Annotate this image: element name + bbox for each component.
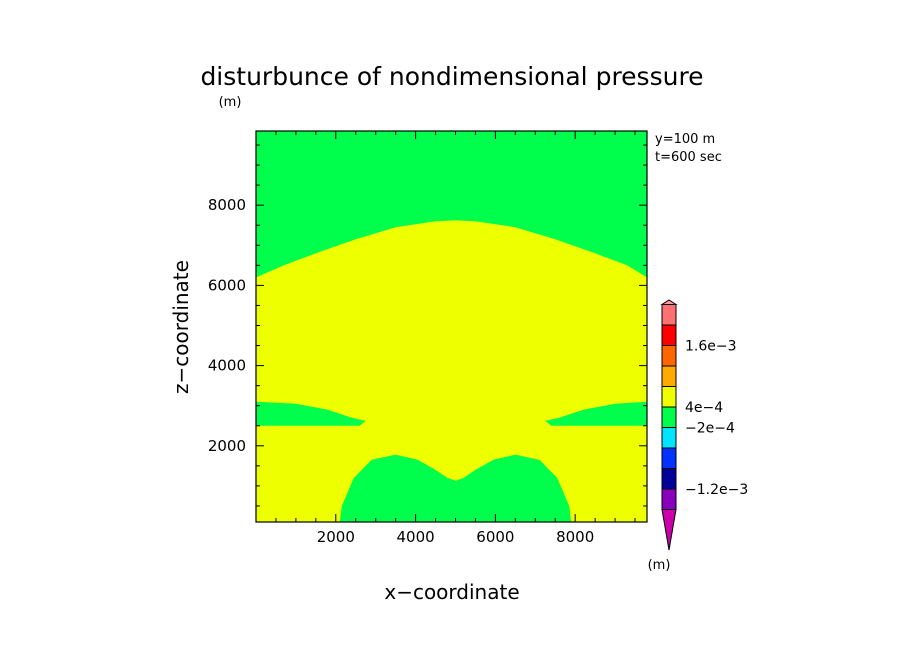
y-axis-title: z−coordinate xyxy=(169,260,193,394)
annotation-y-level: y=100 m xyxy=(655,132,715,147)
y-tick-label: 4000 xyxy=(208,357,246,375)
colorbar-arrow-high xyxy=(660,299,678,305)
colorbar-level xyxy=(661,488,677,510)
chart-title: disturbunce of nondimensional pressure xyxy=(200,62,703,91)
colorbar-level xyxy=(661,386,677,408)
colorbar-units-label: (m) xyxy=(648,558,671,573)
region-positive-core xyxy=(256,220,647,522)
colorbar-arrow-low xyxy=(661,509,677,551)
colorbar-tick-label: 4e−4 xyxy=(685,400,723,416)
title-units-label: (m) xyxy=(219,95,242,110)
colorbar-level xyxy=(661,406,677,428)
colorbar-level xyxy=(661,304,677,326)
x-axis-title: x−coordinate xyxy=(384,580,519,604)
annotation-time: t=600 sec xyxy=(655,150,722,165)
y-tick-label: 8000 xyxy=(208,196,246,214)
plot-frame xyxy=(255,130,648,523)
colorbar-level xyxy=(661,427,677,449)
colorbar-level xyxy=(661,365,677,387)
colorbar-level xyxy=(661,468,677,490)
x-tick-label: 2000 xyxy=(317,528,355,546)
colorbar-level xyxy=(661,324,677,346)
x-tick-label: 8000 xyxy=(556,528,594,546)
y-tick-label: 2000 xyxy=(208,437,246,455)
colorbar: 1.6e−3 4e−4 −2e−4 −1.2e−3 xyxy=(660,299,748,551)
colorbar-tick-label: −1.2e−3 xyxy=(685,482,748,498)
axes: 2000 4000 6000 8000 2000 4000 6000 8000 xyxy=(208,130,648,546)
plot-area xyxy=(256,131,647,522)
colorbar-tick-label: −2e−4 xyxy=(685,421,735,437)
colorbar-level xyxy=(661,345,677,367)
x-tick-label: 6000 xyxy=(476,528,514,546)
y-tick-label: 6000 xyxy=(208,276,246,294)
colorbar-tick-label: 1.6e−3 xyxy=(685,339,737,355)
x-tick-label: 4000 xyxy=(396,528,434,546)
colorbar-level xyxy=(661,447,677,469)
